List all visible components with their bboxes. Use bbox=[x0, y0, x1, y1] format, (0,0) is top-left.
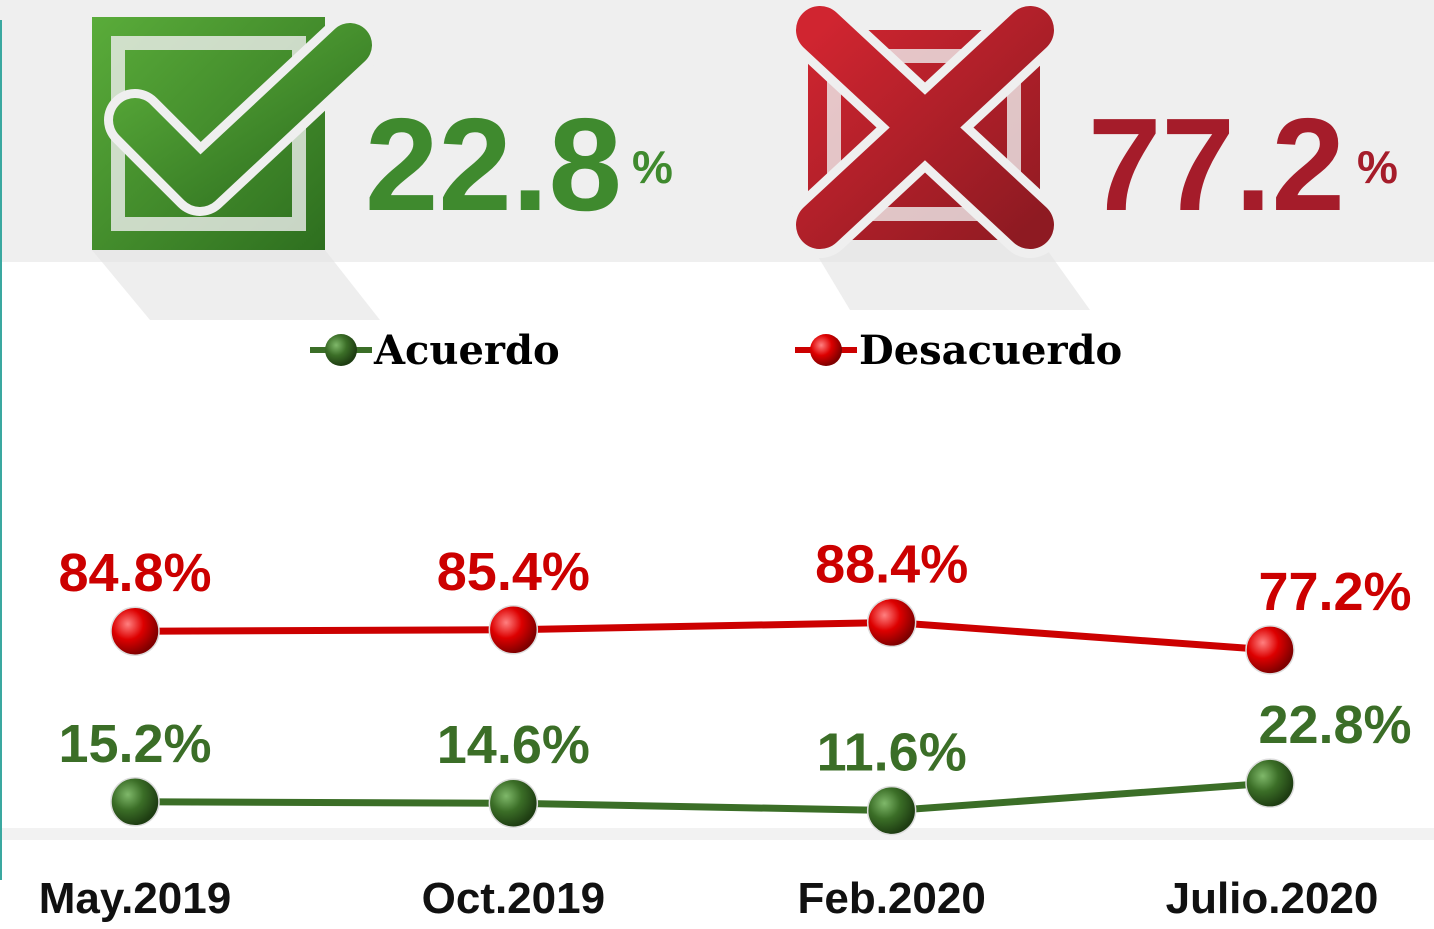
point bbox=[1245, 625, 1295, 675]
value-label: 15.2% bbox=[58, 714, 211, 774]
cross-icon bbox=[787, 0, 1090, 310]
value-label: 22.8% bbox=[1258, 695, 1411, 755]
point bbox=[110, 606, 160, 656]
series-line bbox=[134, 618, 1271, 654]
series-line bbox=[134, 779, 1271, 815]
value-label: 77.2% bbox=[1258, 562, 1411, 622]
point bbox=[1245, 758, 1295, 808]
agree-unit: % bbox=[632, 141, 673, 193]
value-label: 88.4% bbox=[815, 534, 968, 594]
value-label: 11.6% bbox=[817, 723, 967, 783]
legend-label: Desacuerdo bbox=[859, 327, 1122, 374]
point bbox=[866, 785, 917, 836]
agree-number: 22.8 bbox=[365, 91, 622, 238]
legend-marker bbox=[325, 334, 357, 366]
disagree-unit: % bbox=[1357, 141, 1398, 193]
x-tick-label: Oct.2019 bbox=[422, 874, 605, 923]
x-tick-label: May.2019 bbox=[39, 874, 231, 923]
point bbox=[866, 597, 917, 648]
point bbox=[488, 778, 539, 828]
legend-label: Acuerdo bbox=[373, 327, 560, 374]
disagree-number: 77.2 bbox=[1088, 91, 1345, 238]
x-tick-label: Feb.2020 bbox=[797, 874, 985, 923]
value-label: 84.8% bbox=[58, 543, 211, 603]
legend-marker bbox=[810, 334, 842, 366]
point bbox=[488, 605, 539, 655]
baseline-band bbox=[0, 828, 1434, 840]
x-tick-label: Julio.2020 bbox=[1166, 874, 1379, 923]
value-label: 85.4% bbox=[437, 542, 590, 602]
value-label: 14.6% bbox=[437, 715, 590, 775]
check-icon bbox=[92, 14, 381, 320]
point bbox=[110, 777, 160, 827]
